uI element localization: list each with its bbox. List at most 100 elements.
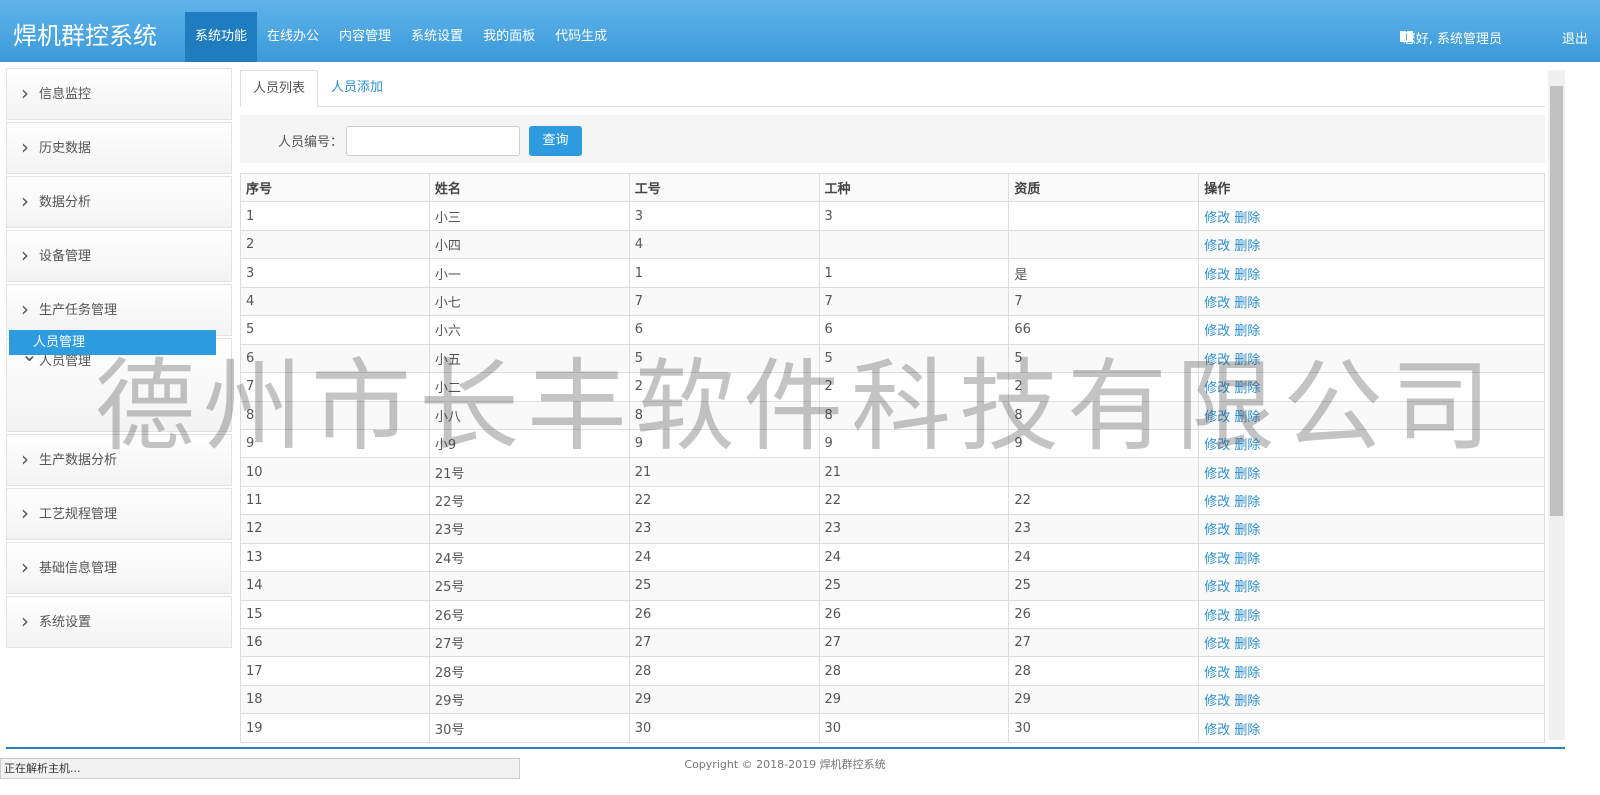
cell: 26 xyxy=(818,599,1010,630)
edit-link[interactable]: 修改 xyxy=(1204,267,1231,283)
cell: 26 xyxy=(1008,599,1200,630)
sidebar-item[interactable]: 生产任务管理 xyxy=(6,283,232,336)
delete-link[interactable]: 删除 xyxy=(1234,637,1261,653)
delete-link[interactable]: 删除 xyxy=(1234,495,1261,511)
brand[interactable]: 焊机群控系统 xyxy=(13,22,157,50)
delete-link[interactable]: 删除 xyxy=(1234,438,1261,454)
table-row: 2 小四 4 修改 删除 xyxy=(240,229,1545,260)
sidebar-item[interactable]: 基础信息管理 xyxy=(6,541,232,594)
delete-link[interactable]: 删除 xyxy=(1234,239,1261,255)
cell: 30号 xyxy=(428,713,630,743)
delete-link[interactable]: 删除 xyxy=(1234,580,1261,596)
cell: 24 xyxy=(1008,542,1200,573)
edit-link[interactable]: 修改 xyxy=(1204,551,1231,567)
table-row: 1 小三 3 3 修改 删除 xyxy=(240,201,1545,231)
tab[interactable]: 人员列表 xyxy=(240,70,319,107)
tab[interactable]: 人员添加 xyxy=(331,80,384,95)
delete-link[interactable]: 删除 xyxy=(1234,210,1261,226)
edit-link[interactable]: 修改 xyxy=(1204,210,1231,226)
edit-link[interactable]: 修改 xyxy=(1204,495,1231,511)
sidebar-item[interactable]: 设备管理 xyxy=(6,229,232,282)
edit-link[interactable]: 修改 xyxy=(1204,324,1231,340)
edit-link[interactable]: 修改 xyxy=(1204,295,1231,311)
actions-cell: 修改 删除 xyxy=(1198,542,1545,573)
delete-link[interactable]: 删除 xyxy=(1234,267,1261,283)
edit-link[interactable]: 修改 xyxy=(1204,722,1231,738)
cell: 1 xyxy=(628,258,820,288)
edit-link[interactable]: 修改 xyxy=(1204,608,1231,624)
delete-link[interactable]: 删除 xyxy=(1234,466,1261,482)
table-row: 4 小七 7 7 7 修改 删除 xyxy=(240,286,1545,317)
grid-icon[interactable] xyxy=(1400,31,1413,42)
cell: 小六 xyxy=(428,315,630,345)
cell: 小二 xyxy=(428,372,630,402)
cell: 5 xyxy=(818,343,1010,374)
delete-link[interactable]: 删除 xyxy=(1234,523,1261,539)
nav-item[interactable]: 在线办公 xyxy=(267,29,320,44)
delete-link[interactable]: 删除 xyxy=(1234,352,1261,368)
nav-item[interactable]: 系统功能 xyxy=(185,12,258,62)
cell: 小五 xyxy=(428,343,630,374)
cell: 8 xyxy=(1008,400,1200,430)
cell: 23 xyxy=(628,514,820,544)
actions-cell: 修改 删除 xyxy=(1198,514,1545,544)
delete-link[interactable]: 删除 xyxy=(1234,551,1261,567)
search-input[interactable] xyxy=(346,126,520,156)
edit-link[interactable]: 修改 xyxy=(1204,523,1231,539)
sidebar-item[interactable]: 历史数据 xyxy=(6,121,232,174)
edit-link[interactable]: 修改 xyxy=(1204,665,1231,681)
cell: 14 xyxy=(240,571,430,601)
nav: 系统功能 在线办公 内容管理 系统设置 我的面板 代码生成 xyxy=(185,12,617,62)
edit-link[interactable]: 修改 xyxy=(1204,352,1231,368)
delete-link[interactable]: 删除 xyxy=(1234,608,1261,624)
cell: 3 xyxy=(240,258,430,288)
nav-item[interactable]: 代码生成 xyxy=(555,29,608,44)
cell: 9 xyxy=(818,428,1010,459)
table-row: 7 小二 2 2 2 修改 删除 xyxy=(240,372,1545,402)
nav-item[interactable]: 我的面板 xyxy=(483,29,536,44)
edit-link[interactable]: 修改 xyxy=(1204,694,1231,710)
cell: 16 xyxy=(240,627,430,658)
delete-link[interactable]: 删除 xyxy=(1234,665,1261,681)
cell: 5 xyxy=(240,315,430,345)
cell: 4 xyxy=(628,229,820,260)
sidebar-item[interactable]: 数据分析 xyxy=(6,175,232,228)
edit-link[interactable]: 修改 xyxy=(1204,381,1231,397)
edit-link[interactable]: 修改 xyxy=(1204,466,1231,482)
cell: 19 xyxy=(240,713,430,743)
actions-cell: 修改 删除 xyxy=(1198,457,1545,487)
logout[interactable]: 退出 xyxy=(1561,32,1588,47)
scrollbar[interactable] xyxy=(1548,70,1565,740)
search-button[interactable]: 查询 xyxy=(529,126,582,156)
delete-link[interactable]: 删除 xyxy=(1234,409,1261,425)
delete-link[interactable]: 删除 xyxy=(1234,381,1261,397)
cell: 小一 xyxy=(428,258,630,288)
cell: 26 xyxy=(628,599,820,630)
delete-link[interactable]: 删除 xyxy=(1234,324,1261,340)
delete-link[interactable]: 删除 xyxy=(1234,722,1261,738)
column-header: 资质 xyxy=(1008,172,1200,203)
sidebar-item[interactable]: 生产数据分析 xyxy=(6,433,232,486)
actions-cell: 修改 删除 xyxy=(1198,571,1545,601)
cell: 9 xyxy=(240,428,430,459)
edit-link[interactable]: 修改 xyxy=(1204,438,1231,454)
sidebar-item[interactable]: 系统设置 xyxy=(6,595,232,648)
delete-link[interactable]: 删除 xyxy=(1234,694,1261,710)
cell: 4 xyxy=(240,286,430,317)
cell: 7 xyxy=(818,286,1010,317)
nav-item[interactable]: 内容管理 xyxy=(339,29,392,44)
delete-link[interactable]: 删除 xyxy=(1234,295,1261,311)
edit-link[interactable]: 修改 xyxy=(1204,580,1231,596)
sidebar-item[interactable]: 信息监控 xyxy=(6,67,232,120)
nav-item[interactable]: 系统设置 xyxy=(411,29,464,44)
edit-link[interactable]: 修改 xyxy=(1204,637,1231,653)
sidebar-item[interactable]: 工艺规程管理 xyxy=(6,487,232,540)
scroll-thumb[interactable] xyxy=(1550,86,1563,516)
edit-link[interactable]: 修改 xyxy=(1204,409,1231,425)
submenu-item[interactable]: 人员管理 xyxy=(9,330,216,355)
edit-link[interactable]: 修改 xyxy=(1204,239,1231,255)
actions-cell: 修改 删除 xyxy=(1198,684,1545,715)
user-greeting[interactable]: 您好, 系统管理员 xyxy=(1402,32,1502,47)
cell: 24号 xyxy=(428,542,630,573)
